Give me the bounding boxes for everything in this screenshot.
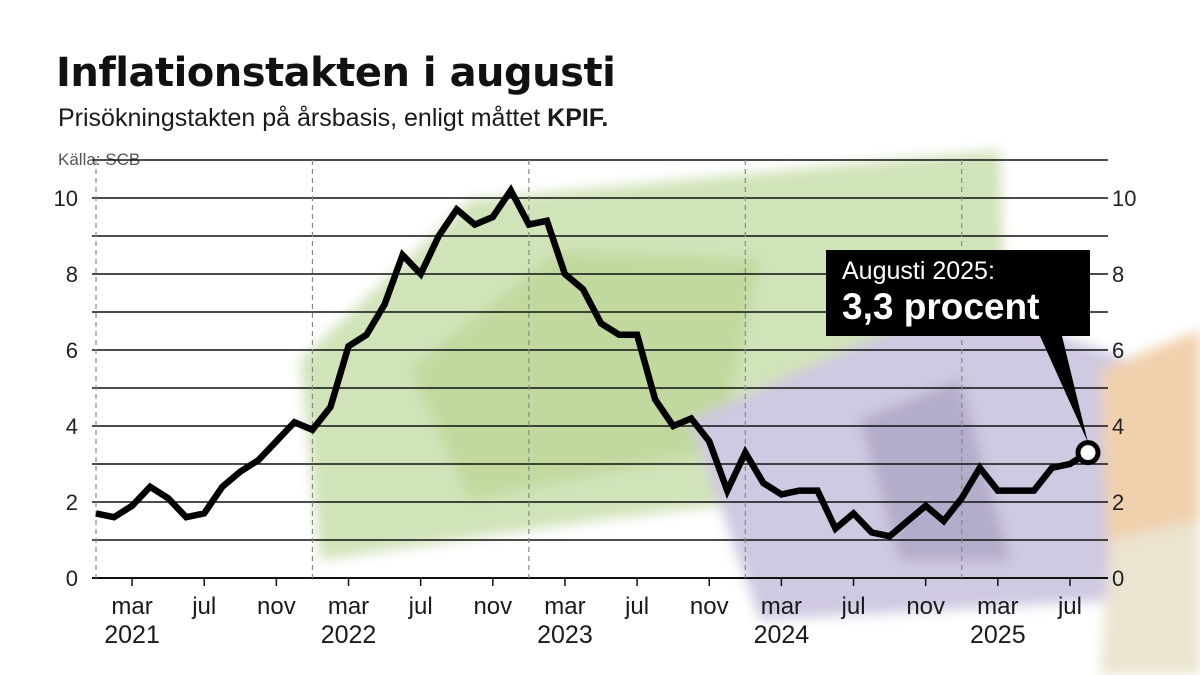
- y-tick-label-right: 10: [1112, 186, 1136, 211]
- subtitle-text: Prisökningstakten på årsbasis, enligt må…: [58, 104, 541, 132]
- x-tick-label: jul: [408, 593, 433, 620]
- beige-banknote: [1100, 520, 1200, 675]
- subtitle-measure: KPIF.: [547, 104, 609, 132]
- x-tick-label: nov: [906, 593, 945, 620]
- x-year-label: 2023: [537, 621, 593, 649]
- callout-pointer: [1040, 336, 1088, 443]
- purple-banknote-shadow: [860, 380, 1010, 560]
- x-tick-label: nov: [473, 593, 512, 620]
- x-year-label: 2025: [970, 621, 1026, 649]
- x-tick-label: mar: [977, 593, 1018, 620]
- x-tick-label: mar: [328, 593, 369, 620]
- x-tick-label: nov: [257, 593, 296, 620]
- x-tick-label: mar: [761, 593, 802, 620]
- callout-value: 3,3 procent: [842, 286, 1040, 327]
- x-year-label: 2021: [104, 621, 160, 649]
- y-tick-label-left: 2: [66, 490, 78, 515]
- x-tick-label: mar: [111, 593, 152, 620]
- chart-title: Inflationstakten i augusti: [56, 50, 616, 96]
- x-tick-label: jul: [841, 593, 866, 620]
- y-tick-label-right: 6: [1112, 338, 1124, 363]
- series-line: [95, 184, 1090, 540]
- y-tick-label-left: 10: [54, 186, 78, 211]
- x-tick-label: jul: [1057, 593, 1082, 620]
- y-tick-label-left: 0: [66, 566, 78, 591]
- y-tick-label-right: 2: [1112, 490, 1124, 515]
- y-tick-label-left: 4: [66, 414, 78, 439]
- x-year-label: 2024: [754, 621, 810, 649]
- x-tick-label: mar: [544, 593, 585, 620]
- x-year-label: 2022: [321, 621, 377, 649]
- y-tick-label-right: 8: [1112, 262, 1124, 287]
- callout-date: Augusti 2025:: [842, 257, 995, 285]
- value-callout: Augusti 2025: 3,3 procent: [826, 250, 1090, 336]
- x-tick-label: nov: [690, 593, 729, 620]
- chart-subtitle: Prisökningstakten på årsbasis, enligt må…: [58, 104, 608, 133]
- y-tick-label-left: 6: [66, 338, 78, 363]
- y-tick-label-right: 0: [1112, 566, 1124, 591]
- x-tick-label: jul: [191, 593, 216, 620]
- y-tick-label-left: 8: [66, 262, 78, 287]
- highlight-marker: [1075, 440, 1101, 466]
- y-tick-label-right: 4: [1112, 414, 1124, 439]
- x-tick-label: jul: [624, 593, 649, 620]
